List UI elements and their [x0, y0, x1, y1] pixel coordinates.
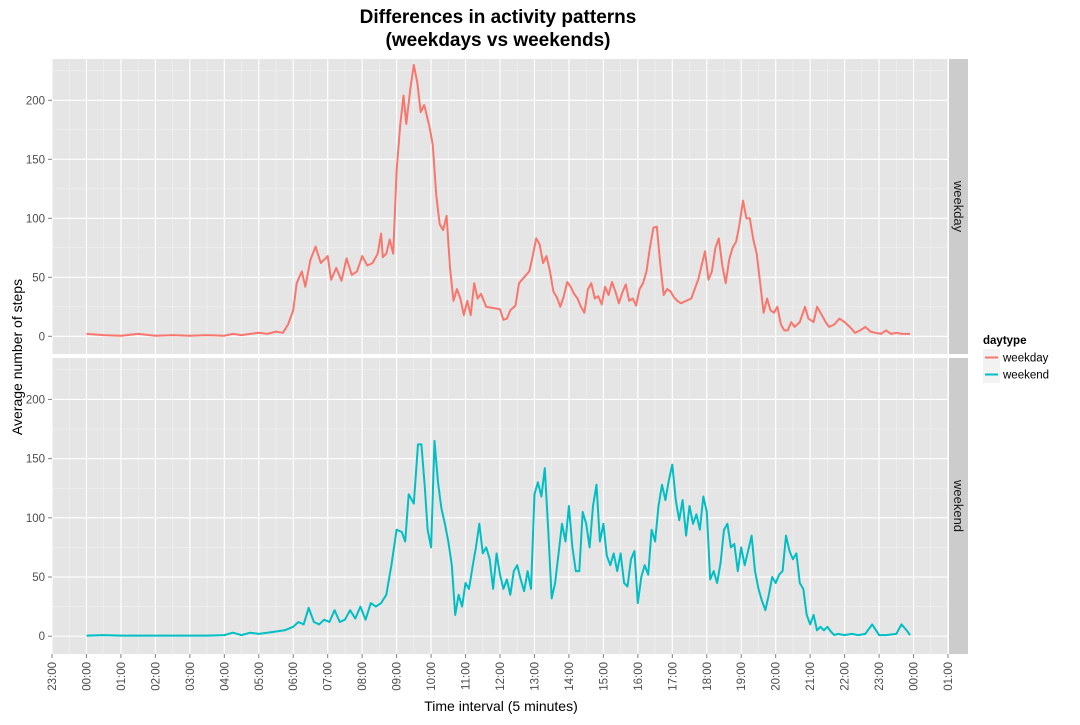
x-tick-label: 15:00 — [598, 662, 610, 691]
x-tick-label: 22:00 — [840, 662, 852, 691]
x-tick-label: 19:00 — [736, 662, 748, 691]
x-tick-label: 08:00 — [357, 662, 369, 691]
legend-title: daytype — [983, 335, 1026, 347]
x-tick-label: 00:00 — [81, 662, 93, 691]
x-tick-label: 11:00 — [461, 662, 473, 690]
x-axis: 23:00 00:00 01:00 02:00 03:00 04:00 05:00 06:00… — [47, 654, 955, 691]
x-tick-label: 14:00 — [564, 662, 576, 691]
panels-group: 0 50 100 150 200 weekday 0 50 100 150 200 weekend — [26, 59, 968, 654]
series-line-weekday — [86, 63, 911, 337]
x-tick-label: 07:00 — [323, 662, 335, 691]
x-tick-label: 23:00 — [47, 662, 59, 691]
legend: daytype weekday weekend — [983, 335, 1049, 383]
facet-strip-label: weekday — [951, 180, 966, 233]
x-tick-label: 00:00 — [909, 662, 921, 691]
x-tick-label: 10:00 — [426, 662, 438, 691]
y-tick-label: 200 — [26, 95, 45, 107]
x-tick-label: 05:00 — [254, 662, 266, 691]
x-tick-label: 06:00 — [288, 662, 300, 691]
y-tick-label: 100 — [26, 213, 45, 225]
x-tick-label: 17:00 — [667, 662, 679, 691]
panel-weekend: 0 50 100 150 200 weekend — [26, 358, 968, 654]
y-tick-label: 100 — [26, 513, 45, 525]
y-tick-label: 0 — [39, 631, 45, 643]
legend-label: weekday — [1002, 353, 1049, 365]
x-tick-label: 23:00 — [874, 662, 886, 691]
x-tick-label: 13:00 — [529, 662, 541, 691]
y-tick-label: 150 — [26, 454, 45, 466]
x-tick-label: 20:00 — [771, 662, 783, 691]
y-tick-label: 0 — [39, 331, 45, 343]
chart-title-line1: Differences in activity patterns — [360, 7, 637, 28]
legend-item-weekend: weekend — [983, 366, 1049, 383]
x-tick-label: 18:00 — [702, 662, 714, 691]
x-tick-label: 01:00 — [116, 662, 128, 691]
x-axis-title: Time interval (5 minutes) — [424, 698, 578, 714]
series-line-weekend — [86, 439, 911, 637]
y-tick-label: 50 — [32, 272, 45, 284]
y-axis-title: Average number of steps — [9, 279, 25, 435]
facet-strip-weekday — [949, 59, 968, 354]
chart-title-line2: (weekdays vs weekends) — [386, 30, 611, 51]
x-tick-label: 04:00 — [219, 662, 231, 691]
facet-strip-weekend — [949, 358, 968, 654]
x-tick-label: 21:00 — [805, 662, 817, 691]
x-tick-label: 03:00 — [185, 662, 197, 691]
panel-weekday: 0 50 100 150 200 weekday — [26, 59, 968, 354]
x-tick-label: 01:00 — [943, 662, 955, 691]
x-tick-label: 02:00 — [150, 662, 162, 691]
legend-item-weekday: weekday — [983, 349, 1049, 366]
facet-strip-label: weekend — [951, 479, 966, 532]
legend-items: weekday weekend — [983, 349, 1049, 383]
y-tick-label: 200 — [26, 394, 45, 406]
x-tick-label: 09:00 — [392, 662, 404, 691]
x-tick-label: 16:00 — [633, 662, 645, 691]
y-tick-label: 150 — [26, 154, 45, 166]
y-tick-label: 50 — [32, 572, 45, 584]
legend-label: weekend — [1002, 370, 1049, 382]
x-tick-label: 12:00 — [495, 662, 507, 691]
